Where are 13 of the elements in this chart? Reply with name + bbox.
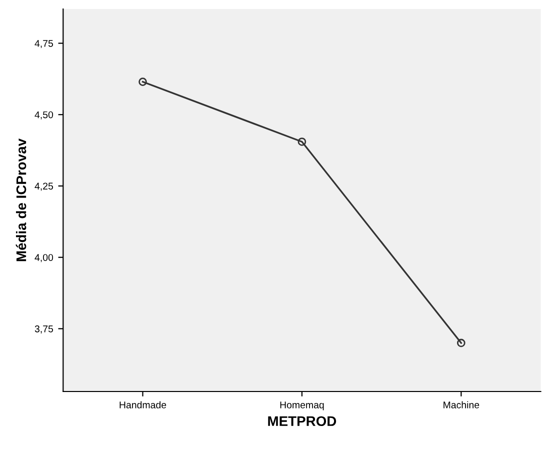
point xyxy=(138,78,147,86)
point xyxy=(456,338,466,348)
y-tick-label: 4,50 xyxy=(34,111,54,120)
x-axis-title: METPROD xyxy=(268,416,336,426)
x-tick-label: Homemaq xyxy=(280,402,324,410)
x-tick-label: Machine xyxy=(444,401,480,408)
y-axis-title: Média de ICProvav xyxy=(16,138,26,262)
x-tick-label: Handmade xyxy=(120,401,166,408)
y-tick-label: 4,25 xyxy=(34,182,54,191)
y-tick-label: 4,00 xyxy=(34,254,54,262)
y-tick-label: 3,75 xyxy=(34,325,54,334)
point xyxy=(298,138,306,146)
y-tick-label: 4,75 xyxy=(34,40,54,48)
